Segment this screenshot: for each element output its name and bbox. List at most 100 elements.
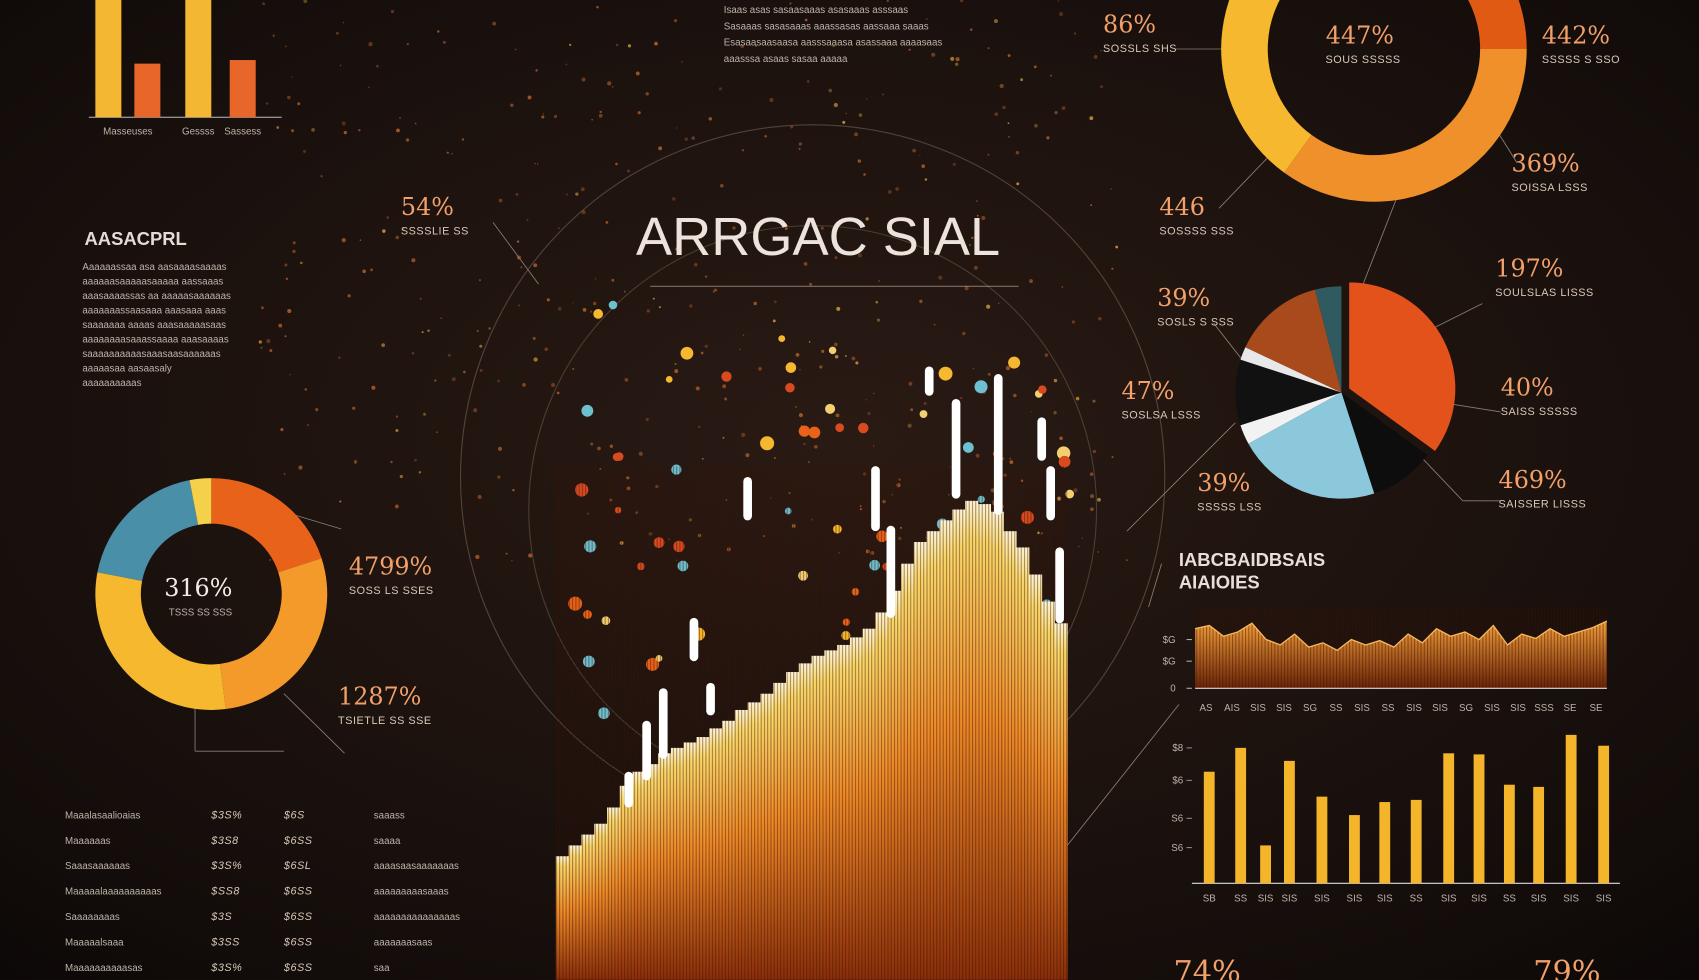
particle	[872, 445, 875, 447]
dot	[858, 422, 869, 434]
table-cell: aaaaaaasaas	[374, 938, 433, 949]
particle	[1074, 32, 1077, 35]
particle	[804, 18, 808, 22]
particle	[575, 192, 579, 196]
particle	[821, 349, 825, 353]
particle	[300, 261, 303, 265]
particle	[442, 40, 446, 44]
x-tick-label: SG	[1459, 703, 1473, 714]
particle	[624, 378, 629, 382]
particle	[440, 317, 442, 319]
particle	[589, 310, 593, 313]
particle	[675, 247, 679, 251]
particle	[870, 551, 875, 555]
dot	[1038, 385, 1047, 394]
particle	[950, 56, 955, 61]
particle	[478, 279, 481, 282]
x-tick-label: Gessss	[182, 127, 215, 138]
x-tick-label: SIS	[1471, 894, 1487, 905]
connectors	[194, 48, 1518, 846]
particle	[855, 361, 859, 365]
table-cell: $SS8	[210, 886, 240, 898]
particle	[1057, 496, 1062, 501]
particle	[520, 266, 523, 269]
dot	[778, 335, 786, 343]
particle	[546, 298, 550, 302]
particle	[339, 500, 342, 503]
percent-sublabel: SSSSS LSS	[1197, 502, 1261, 514]
particle	[875, 300, 879, 304]
dot	[841, 630, 851, 641]
particle	[887, 189, 892, 194]
particle	[994, 19, 998, 24]
bar	[185, 0, 212, 118]
particle	[808, 341, 811, 343]
percent-label: 4799%	[349, 553, 432, 581]
particle	[291, 129, 294, 133]
bar	[734, 709, 749, 980]
particle	[753, 301, 757, 306]
particle	[931, 52, 936, 57]
particle	[962, 331, 966, 336]
particle	[1046, 136, 1050, 140]
segment	[1284, 48, 1527, 202]
bar	[837, 644, 851, 980]
particle	[1007, 122, 1010, 125]
particle	[1075, 396, 1080, 401]
table-cell: $6SL	[283, 860, 311, 872]
particle	[627, 44, 632, 48]
dot	[581, 404, 594, 417]
y-tick-label: $6	[1172, 776, 1183, 787]
particle	[865, 217, 869, 221]
block-line: saaaaaaa aaaas aaasaaaaasaas	[82, 320, 226, 331]
particle	[473, 408, 478, 413]
bar	[568, 845, 582, 980]
dot	[680, 346, 694, 360]
particle	[611, 85, 614, 88]
particle	[498, 198, 503, 203]
x-tick-label: SE	[1564, 703, 1578, 714]
particle	[726, 547, 731, 552]
particle	[972, 367, 975, 370]
y-tick-label: $8	[1172, 743, 1183, 754]
particle	[968, 244, 971, 247]
particle	[896, 483, 901, 488]
dot	[671, 464, 682, 475]
bar	[952, 509, 966, 980]
percent-label: 39%	[1197, 469, 1250, 497]
particle	[886, 0, 889, 3]
particle	[646, 243, 648, 245]
particle	[582, 307, 587, 312]
particle	[658, 306, 661, 309]
spike	[924, 366, 934, 396]
particle	[1092, 399, 1096, 403]
bar	[607, 807, 621, 980]
particle	[414, 122, 417, 125]
table-cell: $3S	[210, 911, 232, 923]
y-tick-label: S6	[1171, 814, 1183, 825]
particle	[674, 19, 678, 23]
particle	[591, 118, 593, 121]
particle	[597, 446, 601, 451]
particle	[533, 263, 538, 268]
percent-label: 86%	[1103, 11, 1156, 39]
particle	[725, 499, 728, 501]
dot	[597, 707, 610, 720]
particle	[820, 226, 824, 230]
particle	[395, 235, 399, 240]
particle	[447, 353, 451, 357]
table-cell: $3SS	[210, 937, 240, 949]
paragraph-line: aaasssa asaas sasaa aaaaa	[724, 54, 848, 65]
particle	[758, 367, 762, 371]
table-cell: Saaasaaaaaas	[65, 861, 130, 872]
bar	[1533, 786, 1545, 884]
percent-sublabel: SOSSSS SSS	[1159, 225, 1234, 237]
table-cell: Maaaaaaaaaasas	[65, 963, 143, 974]
segment	[1240, 392, 1342, 444]
particle	[675, 559, 678, 561]
particle	[541, 115, 545, 119]
particle	[289, 373, 291, 376]
donut-center-value: 316%	[164, 574, 232, 602]
connector-line	[1213, 322, 1242, 359]
